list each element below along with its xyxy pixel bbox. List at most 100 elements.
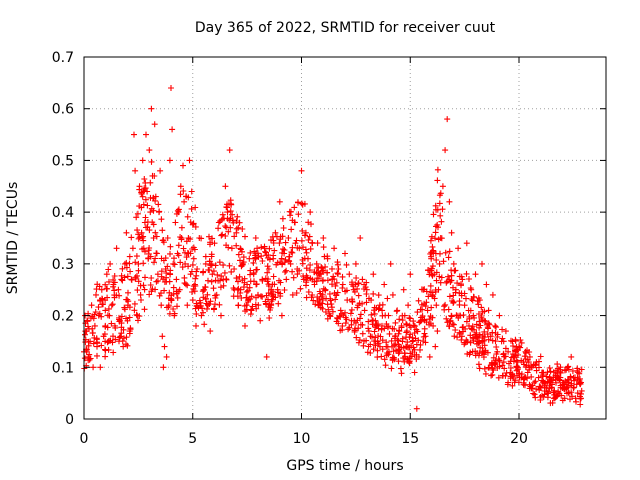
data-point-marker [400, 286, 407, 293]
data-point-marker [175, 288, 182, 295]
data-point-marker [294, 271, 301, 278]
data-point-marker [501, 365, 508, 372]
data-point-marker [266, 315, 273, 321]
data-point-marker [296, 267, 303, 274]
data-point-marker [285, 235, 292, 241]
data-point-marker [446, 293, 453, 300]
data-point-marker [374, 347, 381, 354]
data-point-marker [371, 328, 378, 335]
data-point-marker [436, 260, 443, 267]
data-point-marker [235, 251, 242, 258]
data-point-marker [81, 355, 88, 362]
data-point-marker [331, 290, 338, 297]
data-point-marker [337, 314, 344, 320]
data-point-marker [398, 370, 405, 377]
data-point-marker [447, 317, 454, 324]
data-point-marker [531, 391, 538, 398]
data-point-marker [359, 321, 366, 328]
data-point-marker [415, 337, 422, 344]
data-point-marker [294, 244, 301, 251]
data-point-marker [224, 201, 230, 208]
data-point-marker [492, 361, 499, 368]
data-point-marker [135, 317, 141, 324]
data-point-marker [298, 167, 305, 174]
data-point-marker [302, 246, 309, 253]
data-point-marker [167, 243, 174, 250]
data-point-marker [426, 353, 433, 360]
data-point-marker [227, 197, 234, 204]
data-point-marker [290, 274, 297, 281]
data-point-marker [253, 266, 260, 273]
data-point-marker [428, 271, 435, 278]
data-point-marker [85, 357, 92, 364]
data-point-marker [137, 282, 144, 289]
data-point-marker [454, 334, 461, 341]
data-point-marker [201, 286, 208, 293]
data-point-marker [152, 286, 159, 293]
data-point-marker [251, 278, 257, 285]
data-point-marker [459, 324, 466, 331]
data-point-marker [485, 336, 492, 343]
data-point-marker [185, 263, 192, 270]
data-point-marker [372, 334, 379, 341]
data-point-marker [379, 301, 386, 308]
data-point-marker [578, 390, 584, 397]
data-point-marker [439, 183, 446, 190]
data-point-marker [223, 204, 230, 211]
data-point-marker [119, 338, 126, 345]
data-point-marker [187, 271, 194, 278]
data-point-marker [383, 339, 390, 346]
data-point-marker [269, 281, 276, 288]
data-point-marker [525, 359, 532, 366]
data-point-marker [316, 299, 323, 306]
data-point-marker [495, 374, 502, 381]
data-point-marker [192, 223, 199, 230]
data-point-marker [456, 301, 463, 308]
data-point-marker [486, 321, 493, 328]
data-point-marker [363, 299, 370, 306]
data-point-marker [133, 311, 140, 318]
data-point-marker [190, 283, 197, 290]
data-point-marker [523, 362, 530, 369]
data-point-marker [330, 273, 337, 280]
data-point-marker [355, 280, 362, 287]
data-point-marker [278, 312, 285, 319]
data-point-marker [249, 303, 256, 310]
data-point-marker [308, 221, 314, 228]
data-point-marker [258, 293, 264, 300]
data-point-marker [568, 382, 575, 389]
data-point-marker [239, 226, 246, 232]
data-point-marker [179, 264, 186, 271]
data-point-marker [436, 200, 443, 207]
data-point-marker [373, 305, 380, 311]
data-point-marker [110, 276, 117, 283]
data-point-marker [432, 202, 439, 209]
data-point-marker [162, 255, 169, 262]
data-point-marker [263, 292, 270, 299]
data-point-marker [536, 364, 542, 371]
data-point-marker [93, 291, 99, 298]
data-point-marker [323, 295, 330, 302]
data-point-marker [225, 244, 232, 251]
data-point-marker [411, 352, 418, 358]
data-point-marker [478, 313, 485, 319]
chart-title: Day 365 of 2022, SRMTID for receiver cuu… [195, 20, 496, 36]
data-point-marker [512, 336, 519, 343]
data-point-marker [92, 309, 99, 315]
data-point-marker [151, 259, 157, 266]
data-point-marker [273, 261, 280, 268]
data-point-marker [277, 290, 284, 297]
data-point-marker [387, 260, 394, 267]
data-point-marker [424, 307, 431, 314]
data-point-marker [148, 275, 155, 281]
data-point-marker [476, 324, 483, 331]
data-point-marker [118, 330, 125, 337]
data-point-marker [171, 261, 178, 268]
data-point-marker [202, 284, 209, 291]
data-point-marker [381, 356, 388, 363]
data-point-marker [377, 343, 383, 350]
data-point-marker [350, 283, 357, 290]
data-point-marker [305, 237, 312, 243]
data-point-marker [485, 320, 492, 327]
data-point-marker [417, 318, 424, 325]
